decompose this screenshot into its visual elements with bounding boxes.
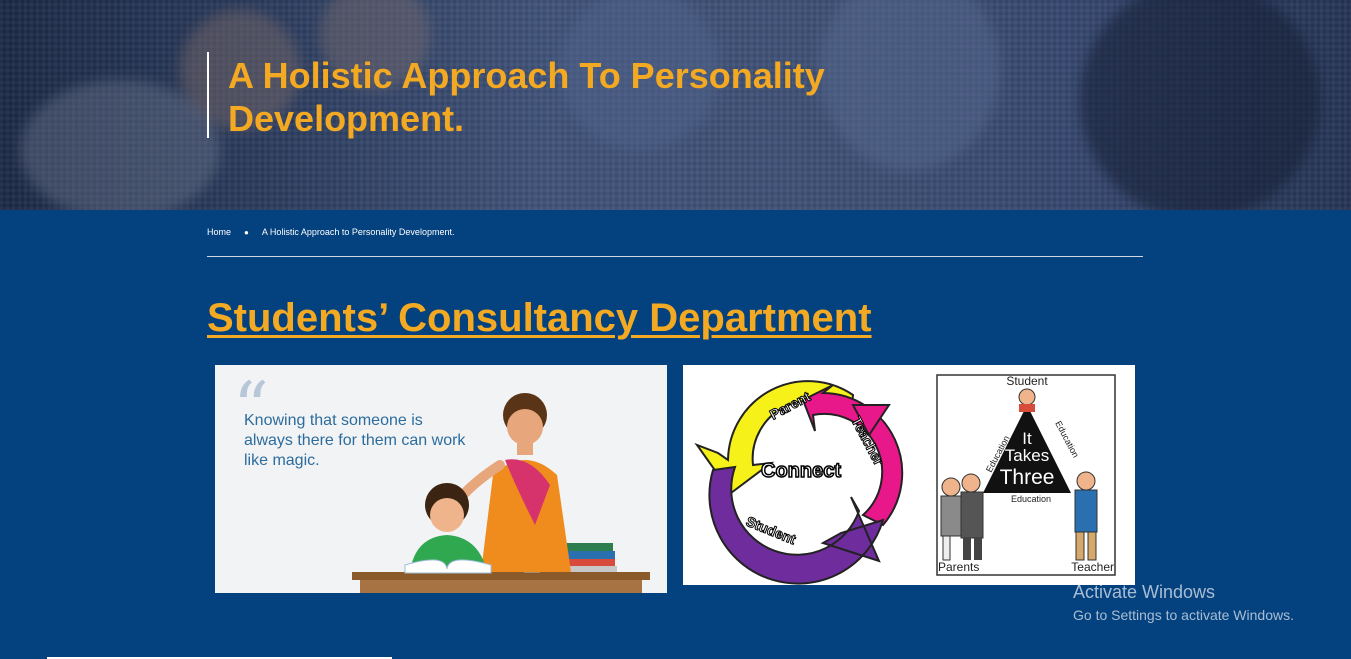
breadcrumb-home-link[interactable]: Home [207, 227, 232, 237]
page-title: A Holistic Approach To Personality Devel… [228, 55, 825, 139]
hero-overlay [0, 0, 1351, 210]
breadcrumb-separator: ● [244, 227, 249, 237]
triangle-top-label: Student [1006, 374, 1048, 388]
breadcrumb-current: A Holistic Approach to Personality Devel… [261, 227, 455, 237]
consultancy-illustration-card: “ Knowing that someone is always there f… [215, 365, 667, 593]
windows-activation-watermark: Activate Windows Go to Settings to activ… [1073, 581, 1294, 625]
section-title: Students’ Consultancy Department [207, 296, 872, 340]
hero-title-rule [207, 52, 209, 138]
triangle-base-label: Education [1011, 494, 1051, 504]
triangle-parents-label: Parents [938, 560, 979, 574]
mother-child-illustration [352, 393, 650, 593]
it-takes-three-card: Connect Parent Teacher Student It Takes … [683, 365, 1135, 585]
quote-text: Knowing that someone is always there for… [244, 412, 466, 469]
triangle-three-label: Three [1000, 466, 1055, 489]
triangle-takes-label: Takes [1005, 446, 1049, 465]
triangle-teacher-label: Teacher [1071, 560, 1114, 574]
bottom-strip [47, 657, 392, 659]
cycle-center-label: Connect [761, 460, 841, 482]
watermark-subtitle: Go to Settings to activate Windows. [1073, 607, 1294, 623]
breadcrumb: Home ● A Holistic Approach to Personalit… [207, 227, 454, 237]
hero-banner: A Holistic Approach To Personality Devel… [0, 0, 1351, 210]
watermark-title: Activate Windows [1073, 582, 1216, 602]
triangle-it-label: It [1022, 429, 1032, 448]
quote-mark-icon: “ [233, 367, 269, 449]
breadcrumb-divider [207, 256, 1143, 257]
connect-cycle-diagram: Connect Parent Teacher Student It Takes … [694, 374, 1116, 585]
